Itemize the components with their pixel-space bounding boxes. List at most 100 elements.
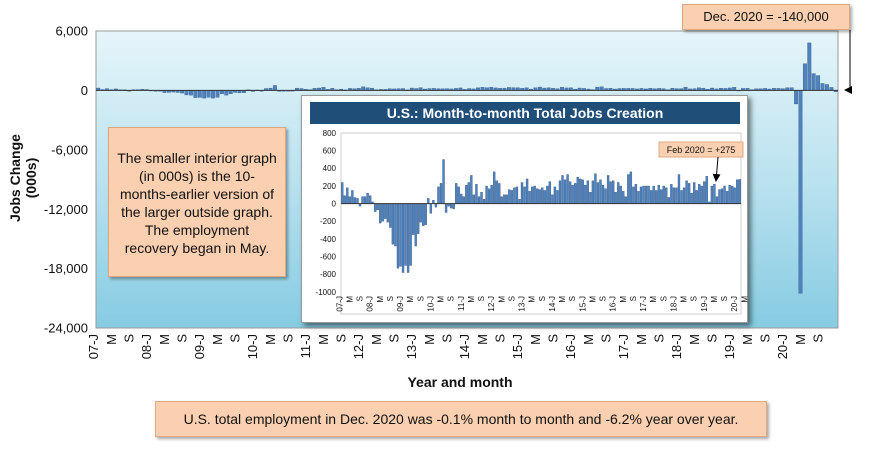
inset-bar bbox=[406, 203, 410, 273]
x-tick-label: 10-J bbox=[245, 334, 260, 359]
x-tick-label: M bbox=[581, 334, 596, 345]
inset-bar bbox=[442, 159, 445, 204]
inset-y-tick-label: -600 bbox=[320, 252, 337, 261]
inset-bar bbox=[687, 183, 691, 204]
bar bbox=[361, 86, 366, 91]
inset-x-tick-label: 15-J bbox=[578, 296, 587, 312]
x-tick-label: M bbox=[422, 334, 437, 345]
x-tick-label: S bbox=[387, 334, 402, 343]
y-tick-label: -12,000 bbox=[44, 202, 88, 217]
bar bbox=[825, 84, 829, 91]
inset-bar bbox=[725, 191, 729, 204]
x-tick-label: S bbox=[546, 334, 561, 343]
inset-bar bbox=[718, 189, 721, 204]
inset-bar bbox=[639, 186, 643, 204]
inset-x-tick-label: M bbox=[680, 296, 689, 303]
inset-bar bbox=[510, 190, 514, 204]
bar bbox=[184, 90, 189, 96]
inset-bar bbox=[508, 189, 511, 204]
x-tick-label: 16-J bbox=[563, 334, 578, 359]
inset-bar bbox=[520, 182, 524, 204]
inset-bar bbox=[452, 203, 455, 210]
inset-bar bbox=[680, 190, 683, 204]
inset-bar bbox=[576, 177, 579, 204]
inset-bar bbox=[353, 197, 357, 204]
bar bbox=[197, 90, 202, 98]
x-tick-label: S bbox=[228, 334, 243, 343]
inset-bar bbox=[493, 171, 496, 204]
x-tick-label: 19-J bbox=[722, 334, 737, 359]
inset-x-tick-label: 17-J bbox=[639, 296, 648, 312]
bar bbox=[798, 90, 803, 294]
inset-x-tick-label: M bbox=[437, 296, 446, 303]
inset-x-tick-label: S bbox=[690, 296, 699, 301]
inset-x-tick-label: S bbox=[416, 296, 425, 301]
inset-bar bbox=[356, 198, 359, 204]
inset-x-tick-label: 10-J bbox=[426, 296, 435, 312]
inset-bar bbox=[391, 203, 395, 245]
x-axis-title: Year and month bbox=[407, 374, 513, 390]
x-tick-label: S bbox=[493, 334, 508, 343]
inset-y-tick-label: -200 bbox=[320, 217, 337, 226]
inset-x-tick-label: 16-J bbox=[609, 296, 618, 312]
inset-callout: Feb 2020 = +275 bbox=[667, 145, 736, 155]
inset-title: U.S.: Month-to-month Total Jobs Creation bbox=[310, 102, 740, 124]
inset-bar bbox=[411, 203, 415, 235]
inset-bar bbox=[475, 184, 478, 204]
inset-bar bbox=[579, 178, 582, 204]
inset-bar bbox=[462, 196, 465, 204]
inset-x-tick-label: M bbox=[710, 296, 719, 303]
bar bbox=[807, 42, 812, 91]
inset-x-tick-label: M bbox=[588, 296, 597, 303]
inset-bar bbox=[399, 203, 402, 267]
inset-bar bbox=[685, 180, 688, 204]
inset-bar bbox=[366, 192, 369, 204]
x-tick-label: M bbox=[316, 334, 331, 345]
dec-2020-callout: Dec. 2020 = -140,000 bbox=[682, 4, 850, 30]
inset-x-tick-label: M bbox=[376, 296, 385, 303]
inset-bar bbox=[655, 190, 658, 204]
inset-bar bbox=[414, 203, 417, 247]
inset-bar bbox=[561, 175, 564, 204]
inset-bar bbox=[568, 181, 572, 204]
x-tick-label: M bbox=[263, 334, 278, 345]
inset-bar bbox=[733, 187, 736, 204]
inset-bar bbox=[713, 184, 716, 204]
inset-bar bbox=[670, 184, 673, 204]
inset-bar bbox=[351, 190, 354, 204]
inset-bar bbox=[604, 188, 607, 204]
inset-bar bbox=[705, 176, 708, 204]
x-tick-label: 14-J bbox=[457, 334, 472, 359]
inset-bar bbox=[455, 183, 458, 204]
inset-bar bbox=[460, 193, 463, 204]
x-tick-label: 15-J bbox=[510, 334, 525, 359]
inset-bar bbox=[363, 196, 367, 204]
inset-x-tick-label: 08-J bbox=[366, 296, 375, 312]
inset-bar bbox=[419, 203, 422, 223]
bar bbox=[211, 90, 215, 99]
inset-bar bbox=[738, 179, 741, 204]
inset-bar bbox=[500, 196, 503, 204]
inset-bar bbox=[649, 190, 653, 204]
bar bbox=[811, 73, 816, 91]
inset-x-tick-label: S bbox=[599, 296, 608, 301]
x-tick-label: S bbox=[758, 334, 773, 343]
inset-bar bbox=[662, 185, 665, 204]
y-axis-title: Jobs Change (000s) bbox=[7, 134, 39, 222]
inset-bar bbox=[470, 175, 473, 204]
inset-bar bbox=[346, 187, 349, 204]
inset-x-tick-label: M bbox=[649, 296, 658, 303]
inset-bar bbox=[444, 203, 448, 213]
inset-bar bbox=[715, 196, 719, 204]
footer-summary: U.S. total employment in Dec. 2020 was -… bbox=[155, 401, 767, 437]
annotation-arrow bbox=[844, 30, 852, 94]
inset-x-tick-label: 07-J bbox=[335, 296, 344, 312]
inset-bar bbox=[396, 203, 400, 269]
inset-bar bbox=[472, 194, 476, 204]
inset-bar bbox=[589, 192, 592, 204]
bar bbox=[193, 90, 198, 98]
inset-bar bbox=[449, 203, 453, 209]
inset-x-tick-label: 13-J bbox=[518, 296, 527, 312]
inset-bar bbox=[404, 203, 407, 266]
note-callout: The smaller interior graph (in 000s) is … bbox=[108, 127, 286, 277]
